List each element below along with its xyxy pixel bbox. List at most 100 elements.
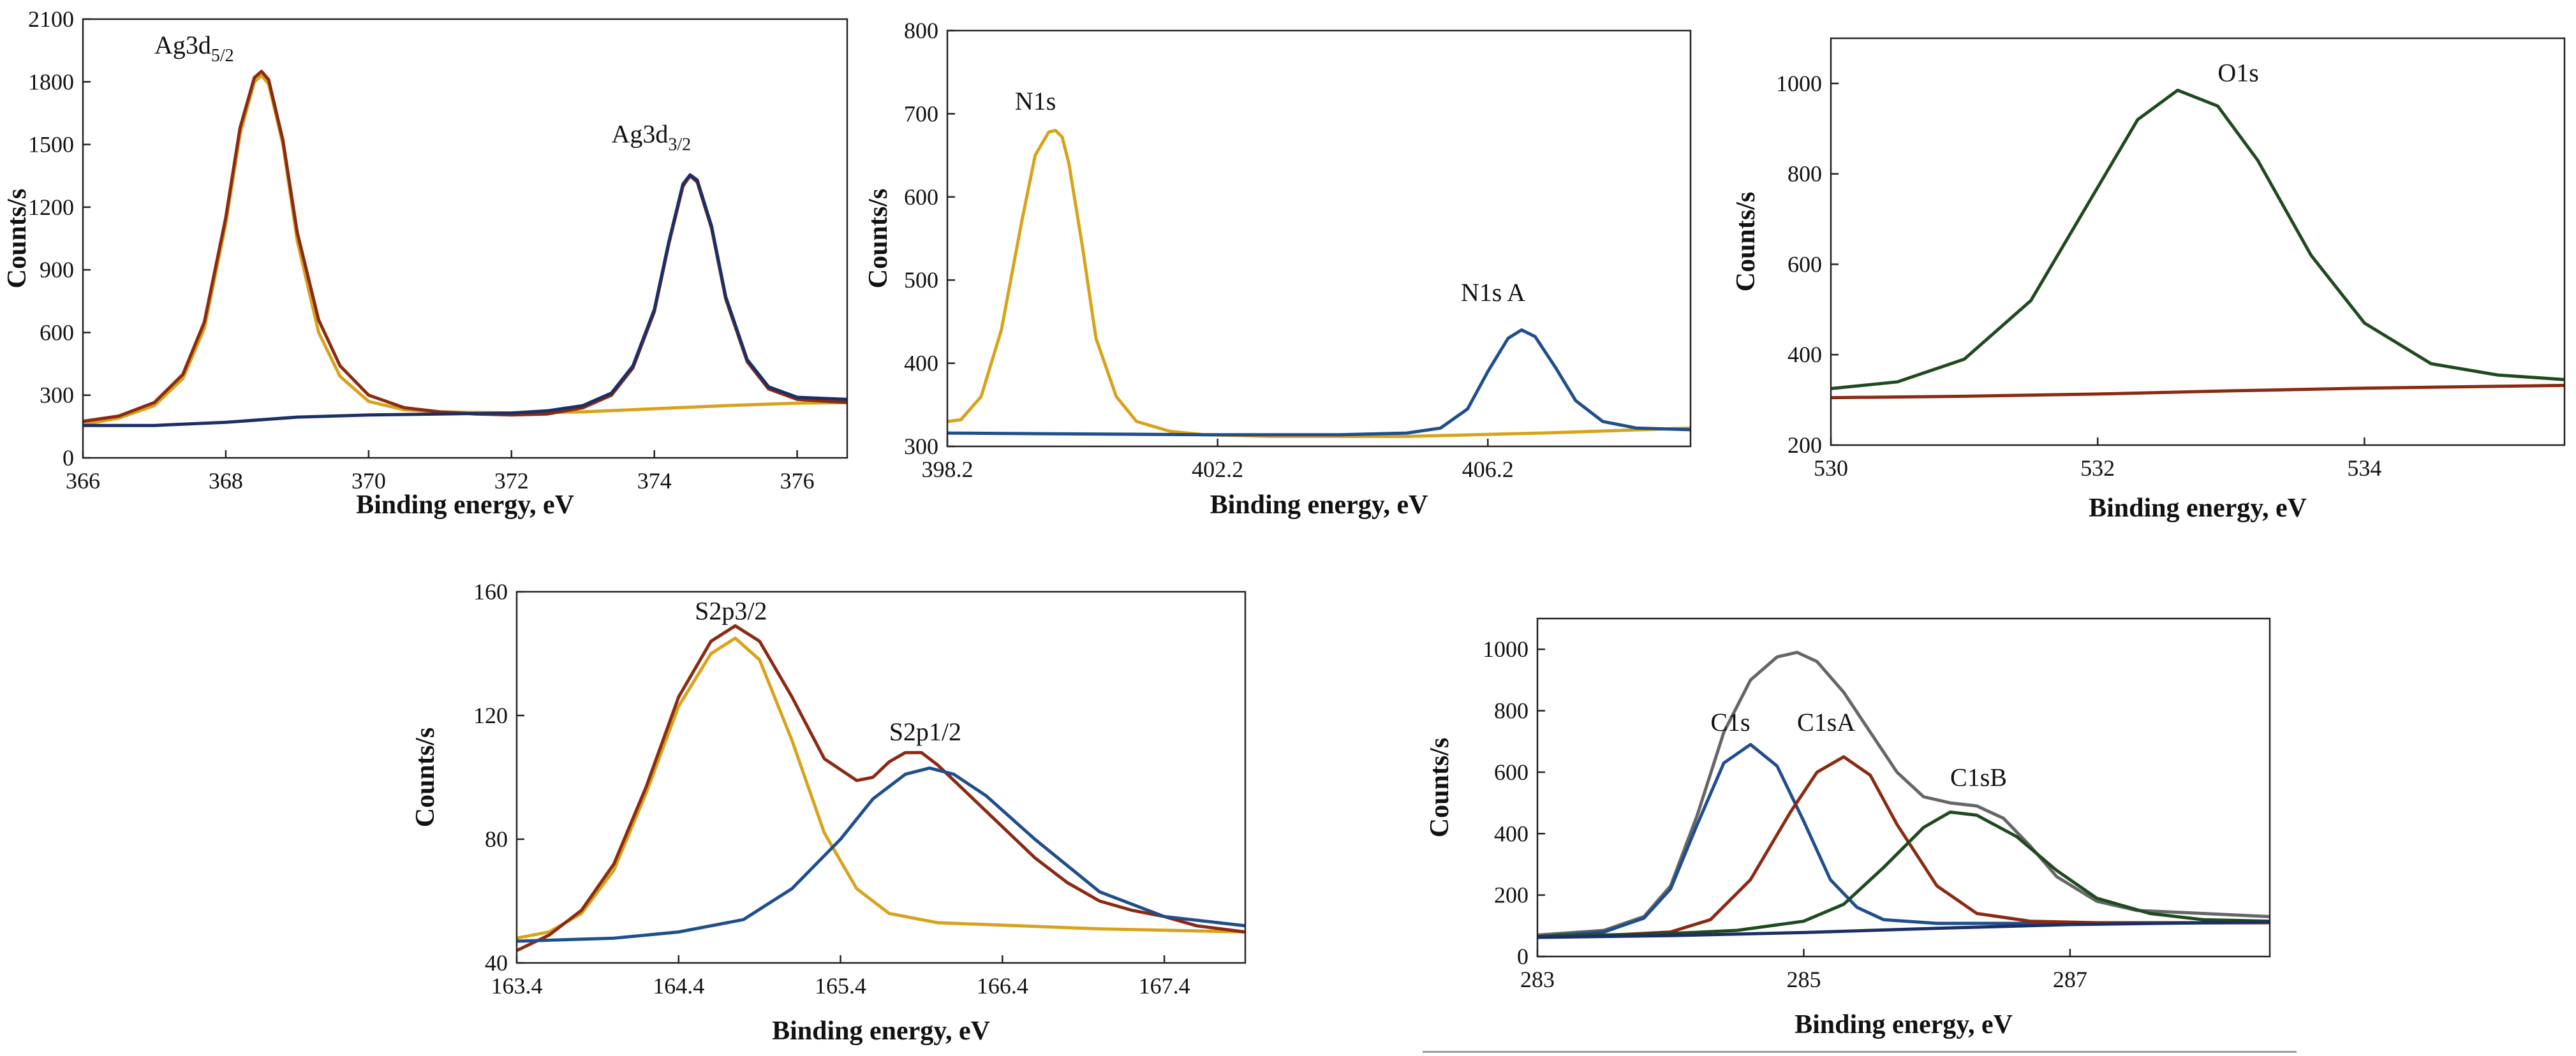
- x-axis-title: Binding energy, eV: [1210, 490, 1428, 520]
- peak-label: C1s: [1710, 708, 1750, 737]
- chart-o1s: 200 400 600 800 1000 530 532 534 Binding energy,…: [1710, 0, 2576, 529]
- plot-frame: [515, 590, 1247, 964]
- series-line-n1s-a-fit: [947, 328, 1691, 437]
- chart-ag3d: 0 300 600 900 1200 1500 1800 2100 366 368 370 372 37…: [0, 0, 848, 529]
- x-axis-title: Binding energy, eV: [356, 490, 574, 520]
- series-line-background: [1831, 383, 2565, 400]
- series-line-ag3d3-2-fit: [83, 173, 847, 427]
- series-line-c1sa-fit: [1537, 755, 2270, 939]
- y-tick-label: 80: [485, 826, 508, 852]
- y-tick-label: 700: [904, 101, 938, 126]
- x-tick-label: 285: [1786, 967, 1821, 992]
- x-axis-title: Binding energy, eV: [2089, 494, 2307, 523]
- y-tick-label: 400: [1494, 821, 1529, 846]
- y-tick-label: 0: [1517, 944, 1529, 969]
- y-tick-label: 600: [1788, 251, 1822, 277]
- series-line-ag3d5-2-fit: [83, 74, 847, 427]
- y-tick-label: 1200: [28, 194, 74, 220]
- x-tick-label: 406.2: [1462, 457, 1514, 482]
- plot-frame: [946, 29, 1692, 448]
- x-tick-label: 376: [780, 468, 815, 494]
- plot-area: [1537, 650, 2270, 939]
- peak-label: C1sB: [1950, 763, 2007, 792]
- y-axis-title: Counts/s: [1425, 738, 1455, 837]
- plot-area: [83, 70, 847, 427]
- plot-frame: [1830, 37, 2566, 446]
- series-line-s2p1-2-fit: [517, 766, 1245, 943]
- y-tick-label: 300: [904, 434, 938, 459]
- y-tick-label: 500: [904, 267, 938, 293]
- y-tick-label: 800: [1494, 698, 1529, 724]
- peak-label: S2p1/2: [889, 717, 961, 746]
- series-line-n1s-fit: [947, 129, 1691, 438]
- peak-label: O1s: [2217, 58, 2258, 87]
- y-tick-label: 400: [1788, 342, 1822, 367]
- peak-label: N1s A: [1461, 278, 1525, 307]
- series-line-o1s-fit: [1831, 89, 2565, 390]
- plot-area: [947, 129, 1691, 438]
- y-tick-label: 600: [1494, 759, 1529, 785]
- y-tick-label: 1500: [28, 132, 74, 158]
- y-tick-label: 600: [904, 184, 938, 210]
- x-tick-label: 368: [209, 468, 243, 494]
- chart-s2p-svg: 40 80 120 160 163.4 164.4 165.4 166.4 167.4 Bindi…: [411, 579, 1247, 1046]
- y-axis-title: Counts/s: [411, 728, 440, 827]
- x-tick-label: 398.2: [922, 457, 973, 482]
- x-tick-label: 164.4: [653, 973, 704, 999]
- x-tick-label: 163.4: [491, 973, 543, 999]
- x-tick-label: 283: [1520, 967, 1555, 992]
- series-line-c1sb-fit: [1537, 810, 2270, 939]
- y-axis-title: Counts/s: [3, 189, 32, 288]
- y-tick-label: 1000: [1483, 636, 1529, 662]
- series-line-c1s-fit: [1537, 743, 2270, 939]
- peak-label: Ag3d3/2: [612, 119, 692, 154]
- plot-frame: [1536, 617, 2271, 958]
- series-line-envelope: [1537, 650, 2270, 937]
- x-tick-label: 534: [2347, 455, 2381, 481]
- y-tick-label: 1800: [28, 69, 74, 94]
- x-tick-label: 374: [637, 468, 672, 494]
- x-tick-label: 165.4: [815, 973, 866, 999]
- chart-n1s: 300 400 500 600 700 800 398.2 402.2 406.2 Binding…: [848, 0, 1710, 529]
- peak-label: S2p3/2: [695, 597, 767, 626]
- series-line-background: [1537, 920, 2270, 939]
- x-tick-label: 166.4: [977, 973, 1028, 999]
- y-tick-label: 40: [485, 950, 508, 976]
- y-tick-label: 900: [40, 257, 74, 282]
- x-tick-label: 287: [2053, 967, 2087, 992]
- y-tick-label: 800: [1788, 161, 1822, 187]
- peak-label: Ag3d5/2: [154, 31, 234, 66]
- y-tick-label: 1000: [1776, 71, 1822, 96]
- y-tick-label: 0: [63, 445, 74, 471]
- chart-s2p: 40 80 120 160 163.4 164.4 165.4 166.4 167.4 Bindi…: [383, 561, 1276, 1056]
- chart-c1s: 0 200 400 600 800 1000 283 285 287 Binding energy…: [1403, 593, 2576, 1056]
- plot-frame: [82, 18, 848, 459]
- y-axis-title: Counts/s: [864, 189, 893, 288]
- x-axis-title: Binding energy, eV: [772, 1016, 990, 1046]
- series-line-s2p3-2-fit: [517, 636, 1245, 940]
- x-tick-label: 372: [494, 468, 529, 494]
- chart-n1s-svg: 300 400 500 600 700 800 398.2 402.2 406.2 Binding…: [864, 18, 1692, 520]
- x-tick-label: 167.4: [1139, 973, 1190, 999]
- series-line-ag3d-envelope: [83, 70, 847, 423]
- y-tick-label: 160: [473, 579, 508, 605]
- x-tick-label: 370: [352, 468, 386, 494]
- y-axis-title: Counts/s: [1731, 192, 1761, 291]
- series-line-envelope: [517, 624, 1245, 953]
- peak-label: N1s: [1015, 87, 1056, 115]
- y-tick-label: 800: [904, 18, 938, 43]
- y-tick-label: 300: [40, 383, 74, 408]
- x-tick-label: 402.2: [1192, 457, 1243, 482]
- chart-ag3d-svg: 0 300 600 900 1200 1500 1800 2100 366 368 370 372 37…: [3, 6, 848, 520]
- chart-c1s-svg: 0 200 400 600 800 1000 283 285 287 Binding energy…: [1425, 617, 2271, 1039]
- x-tick-label: 530: [1814, 455, 1848, 481]
- y-tick-label: 600: [40, 319, 74, 345]
- y-tick-label: 400: [904, 351, 938, 376]
- x-tick-label: 532: [2080, 455, 2115, 481]
- plot-area: [517, 624, 1245, 953]
- bottom-divider-line: [1423, 1051, 2297, 1053]
- x-axis-title: Binding energy, eV: [1795, 1010, 2013, 1039]
- chart-o1s-svg: 200 400 600 800 1000 530 532 534 Binding energy,…: [1731, 37, 2566, 523]
- peak-label: C1sA: [1797, 708, 1855, 737]
- y-tick-label: 200: [1788, 432, 1822, 458]
